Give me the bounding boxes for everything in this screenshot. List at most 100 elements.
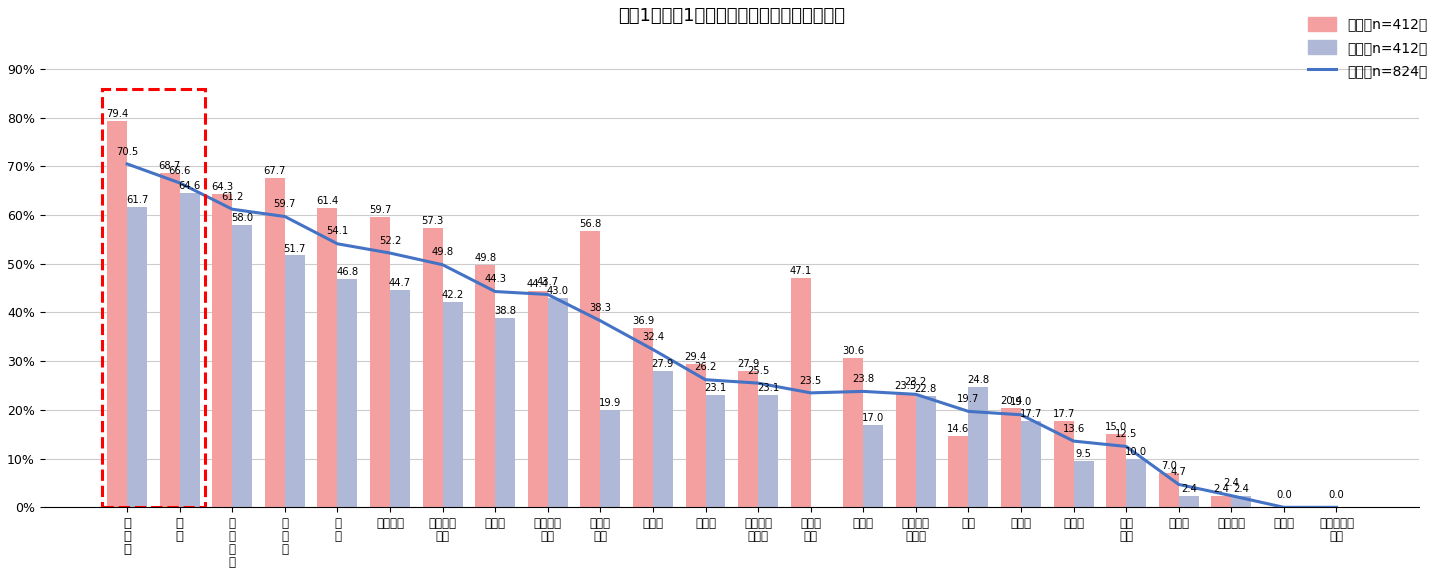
- Text: 61.7: 61.7: [126, 195, 148, 205]
- Text: 30.6: 30.6: [842, 346, 864, 357]
- Text: 70.5: 70.5: [116, 147, 138, 157]
- Bar: [443, 302, 463, 507]
- Bar: [844, 358, 864, 507]
- Text: 61.2: 61.2: [221, 192, 243, 202]
- Text: 42.2: 42.2: [441, 290, 464, 300]
- Bar: [422, 228, 443, 507]
- Bar: [126, 207, 147, 507]
- Text: 25.5: 25.5: [747, 366, 769, 376]
- Text: 9.5: 9.5: [1075, 449, 1092, 459]
- Text: 0.0: 0.0: [1329, 490, 1345, 500]
- Bar: [108, 120, 126, 507]
- Bar: [1178, 495, 1198, 507]
- Text: 17.7: 17.7: [1020, 409, 1042, 419]
- Text: 29.4: 29.4: [684, 352, 707, 362]
- Text: 17.0: 17.0: [862, 412, 884, 423]
- Bar: [285, 256, 305, 507]
- Text: 2.4: 2.4: [1181, 484, 1197, 494]
- Bar: [527, 291, 547, 507]
- Text: 68.7: 68.7: [158, 161, 181, 170]
- Bar: [371, 217, 389, 507]
- Bar: [864, 425, 884, 507]
- Text: 15.0: 15.0: [1105, 422, 1127, 433]
- Bar: [895, 393, 915, 507]
- Text: 4.7: 4.7: [1171, 467, 1187, 477]
- Text: 49.8: 49.8: [474, 253, 496, 263]
- Text: 64.3: 64.3: [211, 182, 233, 192]
- Bar: [1232, 495, 1252, 507]
- Bar: [1073, 461, 1094, 507]
- Bar: [790, 278, 810, 507]
- Bar: [969, 386, 989, 507]
- Legend: 女性（n=412）, 男性（n=412）, 全体（n=824）: 女性（n=412）, 男性（n=412）, 全体（n=824）: [1302, 11, 1433, 84]
- Text: 26.2: 26.2: [694, 362, 717, 373]
- Text: 38.3: 38.3: [589, 304, 611, 313]
- Bar: [915, 396, 935, 507]
- Text: 23.1: 23.1: [757, 383, 779, 393]
- Bar: [1106, 434, 1127, 507]
- Bar: [1053, 421, 1073, 507]
- Text: 10.0: 10.0: [1125, 446, 1147, 457]
- Text: 57.3: 57.3: [421, 216, 444, 226]
- Bar: [1211, 495, 1232, 507]
- Text: 0.0: 0.0: [1276, 490, 1292, 500]
- Text: 32.4: 32.4: [642, 332, 664, 342]
- Bar: [1002, 408, 1020, 507]
- Text: 27.9: 27.9: [652, 359, 674, 369]
- Bar: [948, 436, 969, 507]
- Bar: [759, 395, 777, 507]
- Bar: [160, 173, 180, 507]
- Bar: [338, 279, 358, 507]
- Text: 44.4: 44.4: [527, 279, 549, 289]
- Text: 23.2: 23.2: [905, 377, 927, 387]
- Bar: [213, 194, 233, 507]
- Text: 23.8: 23.8: [852, 374, 874, 384]
- Bar: [685, 364, 706, 507]
- Text: 36.9: 36.9: [632, 316, 654, 325]
- Text: 19.0: 19.0: [1010, 397, 1032, 407]
- Bar: [739, 372, 759, 507]
- Text: 17.7: 17.7: [1052, 409, 1075, 419]
- Text: 58.0: 58.0: [231, 213, 253, 223]
- Text: 64.6: 64.6: [178, 181, 201, 191]
- Text: 38.8: 38.8: [494, 306, 516, 316]
- Text: 2.4: 2.4: [1223, 478, 1239, 488]
- Bar: [547, 298, 568, 507]
- Text: 61.4: 61.4: [316, 196, 339, 206]
- Bar: [1158, 473, 1178, 507]
- Bar: [706, 395, 726, 507]
- Text: 23.1: 23.1: [704, 383, 727, 393]
- Text: 46.8: 46.8: [336, 267, 358, 278]
- Text: 2.4: 2.4: [1213, 484, 1229, 494]
- Text: 43.7: 43.7: [536, 277, 559, 287]
- Text: 56.8: 56.8: [579, 219, 602, 229]
- Bar: [233, 225, 253, 507]
- Bar: [601, 410, 621, 507]
- Bar: [581, 230, 601, 507]
- Text: 23.5: 23.5: [799, 376, 822, 385]
- Text: 52.2: 52.2: [379, 236, 401, 246]
- Text: 54.1: 54.1: [326, 226, 349, 237]
- Text: 51.7: 51.7: [283, 244, 306, 253]
- Text: 14.6: 14.6: [947, 425, 970, 434]
- Title: 《図1》直近1年で経験した症状（複数回答）: 《図1》直近1年で経験した症状（複数回答）: [618, 7, 845, 25]
- Bar: [1020, 421, 1040, 507]
- Bar: [476, 265, 496, 507]
- Text: 27.9: 27.9: [737, 359, 759, 369]
- Text: 22.8: 22.8: [915, 384, 937, 395]
- Text: 19.9: 19.9: [599, 399, 622, 408]
- Text: 2.4: 2.4: [1233, 484, 1249, 494]
- Text: 7.0: 7.0: [1161, 461, 1177, 471]
- Text: 19.7: 19.7: [957, 394, 980, 404]
- Text: 49.8: 49.8: [431, 248, 454, 257]
- Text: 59.7: 59.7: [273, 199, 296, 209]
- Text: 43.0: 43.0: [546, 286, 569, 296]
- Text: 24.8: 24.8: [967, 374, 990, 385]
- Text: 20.4: 20.4: [1000, 396, 1022, 406]
- Bar: [389, 290, 410, 507]
- Text: 44.3: 44.3: [484, 274, 506, 284]
- Text: 13.6: 13.6: [1062, 424, 1085, 434]
- Bar: [1127, 458, 1147, 507]
- Text: 59.7: 59.7: [369, 204, 391, 215]
- Bar: [264, 177, 285, 507]
